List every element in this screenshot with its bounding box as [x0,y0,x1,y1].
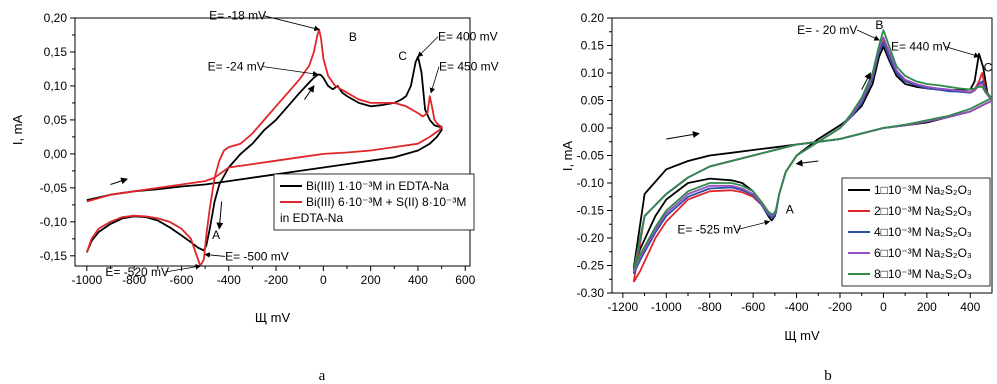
annotation-pointer [856,29,880,41]
x-tick-label: 400 [960,300,980,314]
caption-b: b [824,368,832,384]
y-tick-label: -0.25 [577,259,605,273]
y-axis-label: I, mA [10,115,25,146]
annotation-pointer [737,219,771,230]
x-tick-label: 0 [320,273,327,287]
y-tick-label: 0,05 [44,113,68,127]
x-tick-label: -800 [122,273,146,287]
x-tick-label: -200 [264,273,288,287]
annotation-label: E= 450 mV [439,60,499,74]
annotation-label: B [349,30,357,44]
y-tick-label: -0.05 [577,149,605,163]
annotation-label: C [984,61,993,75]
x-tick-label: 0 [880,300,887,314]
x-tick-label: 400 [408,273,428,287]
scan-direction-arrow [304,85,315,100]
legend-entry: 8□10⁻³M Na₂S₂O₃ [874,267,972,281]
scan-direction-arrow [666,131,700,140]
legend-entry: Bi(III) 1·10⁻³M in EDTA-Na [306,179,449,193]
x-tick-label: -400 [785,300,809,314]
x-axis-label: Щ mV [255,310,291,325]
y-tick-label: 0.15 [581,39,605,53]
annotation-label: E= 400 mV [438,30,498,44]
x-tick-label: 200 [361,273,381,287]
annotation-pointer [261,65,319,77]
y-tick-label: -0.10 [577,176,605,190]
legend-entry: Bi(III) 6·10⁻³M + S(II) 8·10⁻³M [306,195,466,209]
legend-entry: 4□10⁻³M Na₂S₂O₃ [874,225,972,239]
x-axis-label: Щ mV [784,328,820,343]
legend-box [273,173,475,231]
y-tick-label: -0,05 [40,181,68,195]
series-group [85,28,443,266]
y-tick-label: 0,20 [44,11,68,25]
x-tick-label: 600 [455,273,475,287]
y-tick-label: 0.05 [581,94,605,108]
annotation-label: B [875,18,883,32]
x-tick-label: -1200 [608,300,639,314]
y-tick-label: -0.30 [577,286,605,300]
x-tick-label: 200 [917,300,937,314]
chart-a: -1000 -800 -600 -400 -200 0 200 400 600 -0,15 -0,1… [10,9,499,325]
y-tick-label: -0,10 [40,215,68,229]
y-tick-label: 0.20 [581,11,605,25]
annotation-label: E= 440 mV [891,40,951,54]
y-axis-label: I, mA [560,141,575,172]
annotation-label: E= -520 mV [105,265,169,279]
scan-direction-arrow [795,159,819,167]
y-tick-label: 0,15 [44,45,68,59]
x-tick-label: -600 [169,273,193,287]
annotation-pointer [262,15,320,32]
x-tick-label: -200 [828,300,852,314]
x-tick-label: -400 [217,273,241,287]
y-tick-label: 0,00 [44,147,68,161]
annotation-pointer [944,46,980,58]
chart-b: -1200 -1000 -800 -600 -400 -200 0 200 400 -0.30 -0… [560,11,993,343]
caption-a: a [319,368,326,384]
y-tick-label: -0.20 [577,231,605,245]
legend-entry: 6□10⁻³M Na₂S₂O₃ [874,246,972,260]
annotation-pointer [165,264,202,273]
annotation-pointer [429,66,440,94]
x-tick-label: -600 [741,300,765,314]
annotation-label: E= -18 mV [209,9,266,23]
series-line-1 [85,55,443,253]
x-tick-label: -800 [698,300,722,314]
annotation-label: A [212,228,220,242]
y-tick-label: 0.10 [581,66,605,80]
annotation-label: E= - 20 mV [797,23,857,37]
legend-entry-cont: in EDTA-Na [280,211,343,225]
annotation-label: E= -500 mV [225,249,289,263]
annotation-label: C [398,49,407,63]
annotation-label: E= -24 mV [208,59,265,73]
legend-entry: 2□10⁻³M Na₂S₂O₃ [874,204,972,218]
x-tick-label: -1000 [71,273,102,287]
series-line-2 [85,28,443,266]
y-tick-label: 0.00 [581,121,605,135]
scan-direction-arrow [216,201,224,230]
legend-entry: 1□10⁻³M Na₂S₂O₃ [874,183,972,197]
annotation-pointer [417,36,439,58]
y-tick-label: -0.15 [577,204,605,218]
annotation-label: A [786,202,794,216]
annotation-pointer [204,252,226,258]
scan-direction-arrow [110,177,128,185]
scan-direction-arrow [861,72,871,90]
annotation-label: E= -525 mV [677,223,741,237]
series-line-5 [632,29,992,271]
y-tick-label: -0,15 [40,249,68,263]
y-tick-label: 0,10 [44,79,68,93]
series-group [632,29,992,283]
x-tick-label: -1000 [651,300,682,314]
